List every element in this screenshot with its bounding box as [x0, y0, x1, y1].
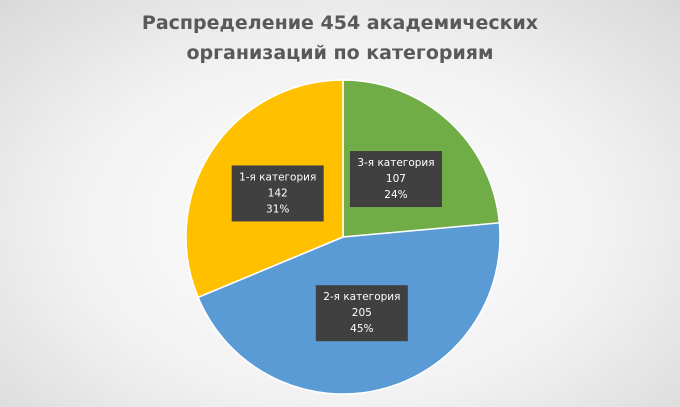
data-label-value: 107: [386, 173, 406, 185]
data-label-box: [315, 285, 408, 342]
data-label-category: 3-я категория: [357, 157, 434, 169]
data-label-box: [349, 151, 442, 208]
data-label-percent: 45%: [350, 323, 373, 335]
data-label-percent: 31%: [266, 203, 289, 215]
data-label-category: 2-я категория: [323, 291, 400, 303]
data-label-category: 1-я категория: [239, 171, 316, 183]
data-label-value: 142: [268, 187, 288, 199]
data-label-value: 205: [352, 307, 372, 319]
data-label-percent: 24%: [384, 189, 407, 201]
chart-title: Распределение 454 академических организа…: [141, 12, 539, 64]
data-label-box: [231, 165, 324, 222]
